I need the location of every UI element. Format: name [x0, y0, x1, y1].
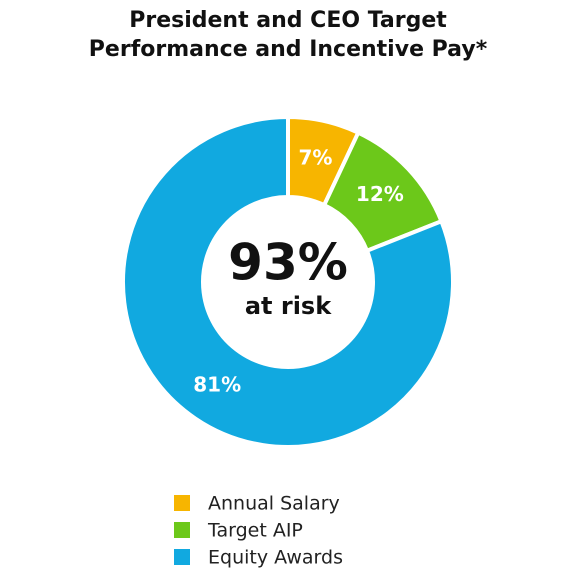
legend-swatch — [174, 549, 190, 565]
slice — [121, 114, 455, 449]
value-label: 7% — [299, 146, 333, 170]
center-label: 93% — [228, 234, 348, 292]
legend-label: Annual Salary — [208, 493, 340, 515]
legend-label: Equity Awards — [208, 547, 343, 569]
chart-title: President and CEO Target Performance and… — [88, 8, 488, 62]
legend-swatch — [174, 522, 190, 538]
legend-label: Target AIP — [207, 520, 303, 542]
center-sublabel: at risk — [245, 292, 332, 320]
value-label: 81% — [193, 373, 241, 397]
legend-swatch — [174, 495, 190, 511]
value-label: 12% — [356, 182, 404, 206]
